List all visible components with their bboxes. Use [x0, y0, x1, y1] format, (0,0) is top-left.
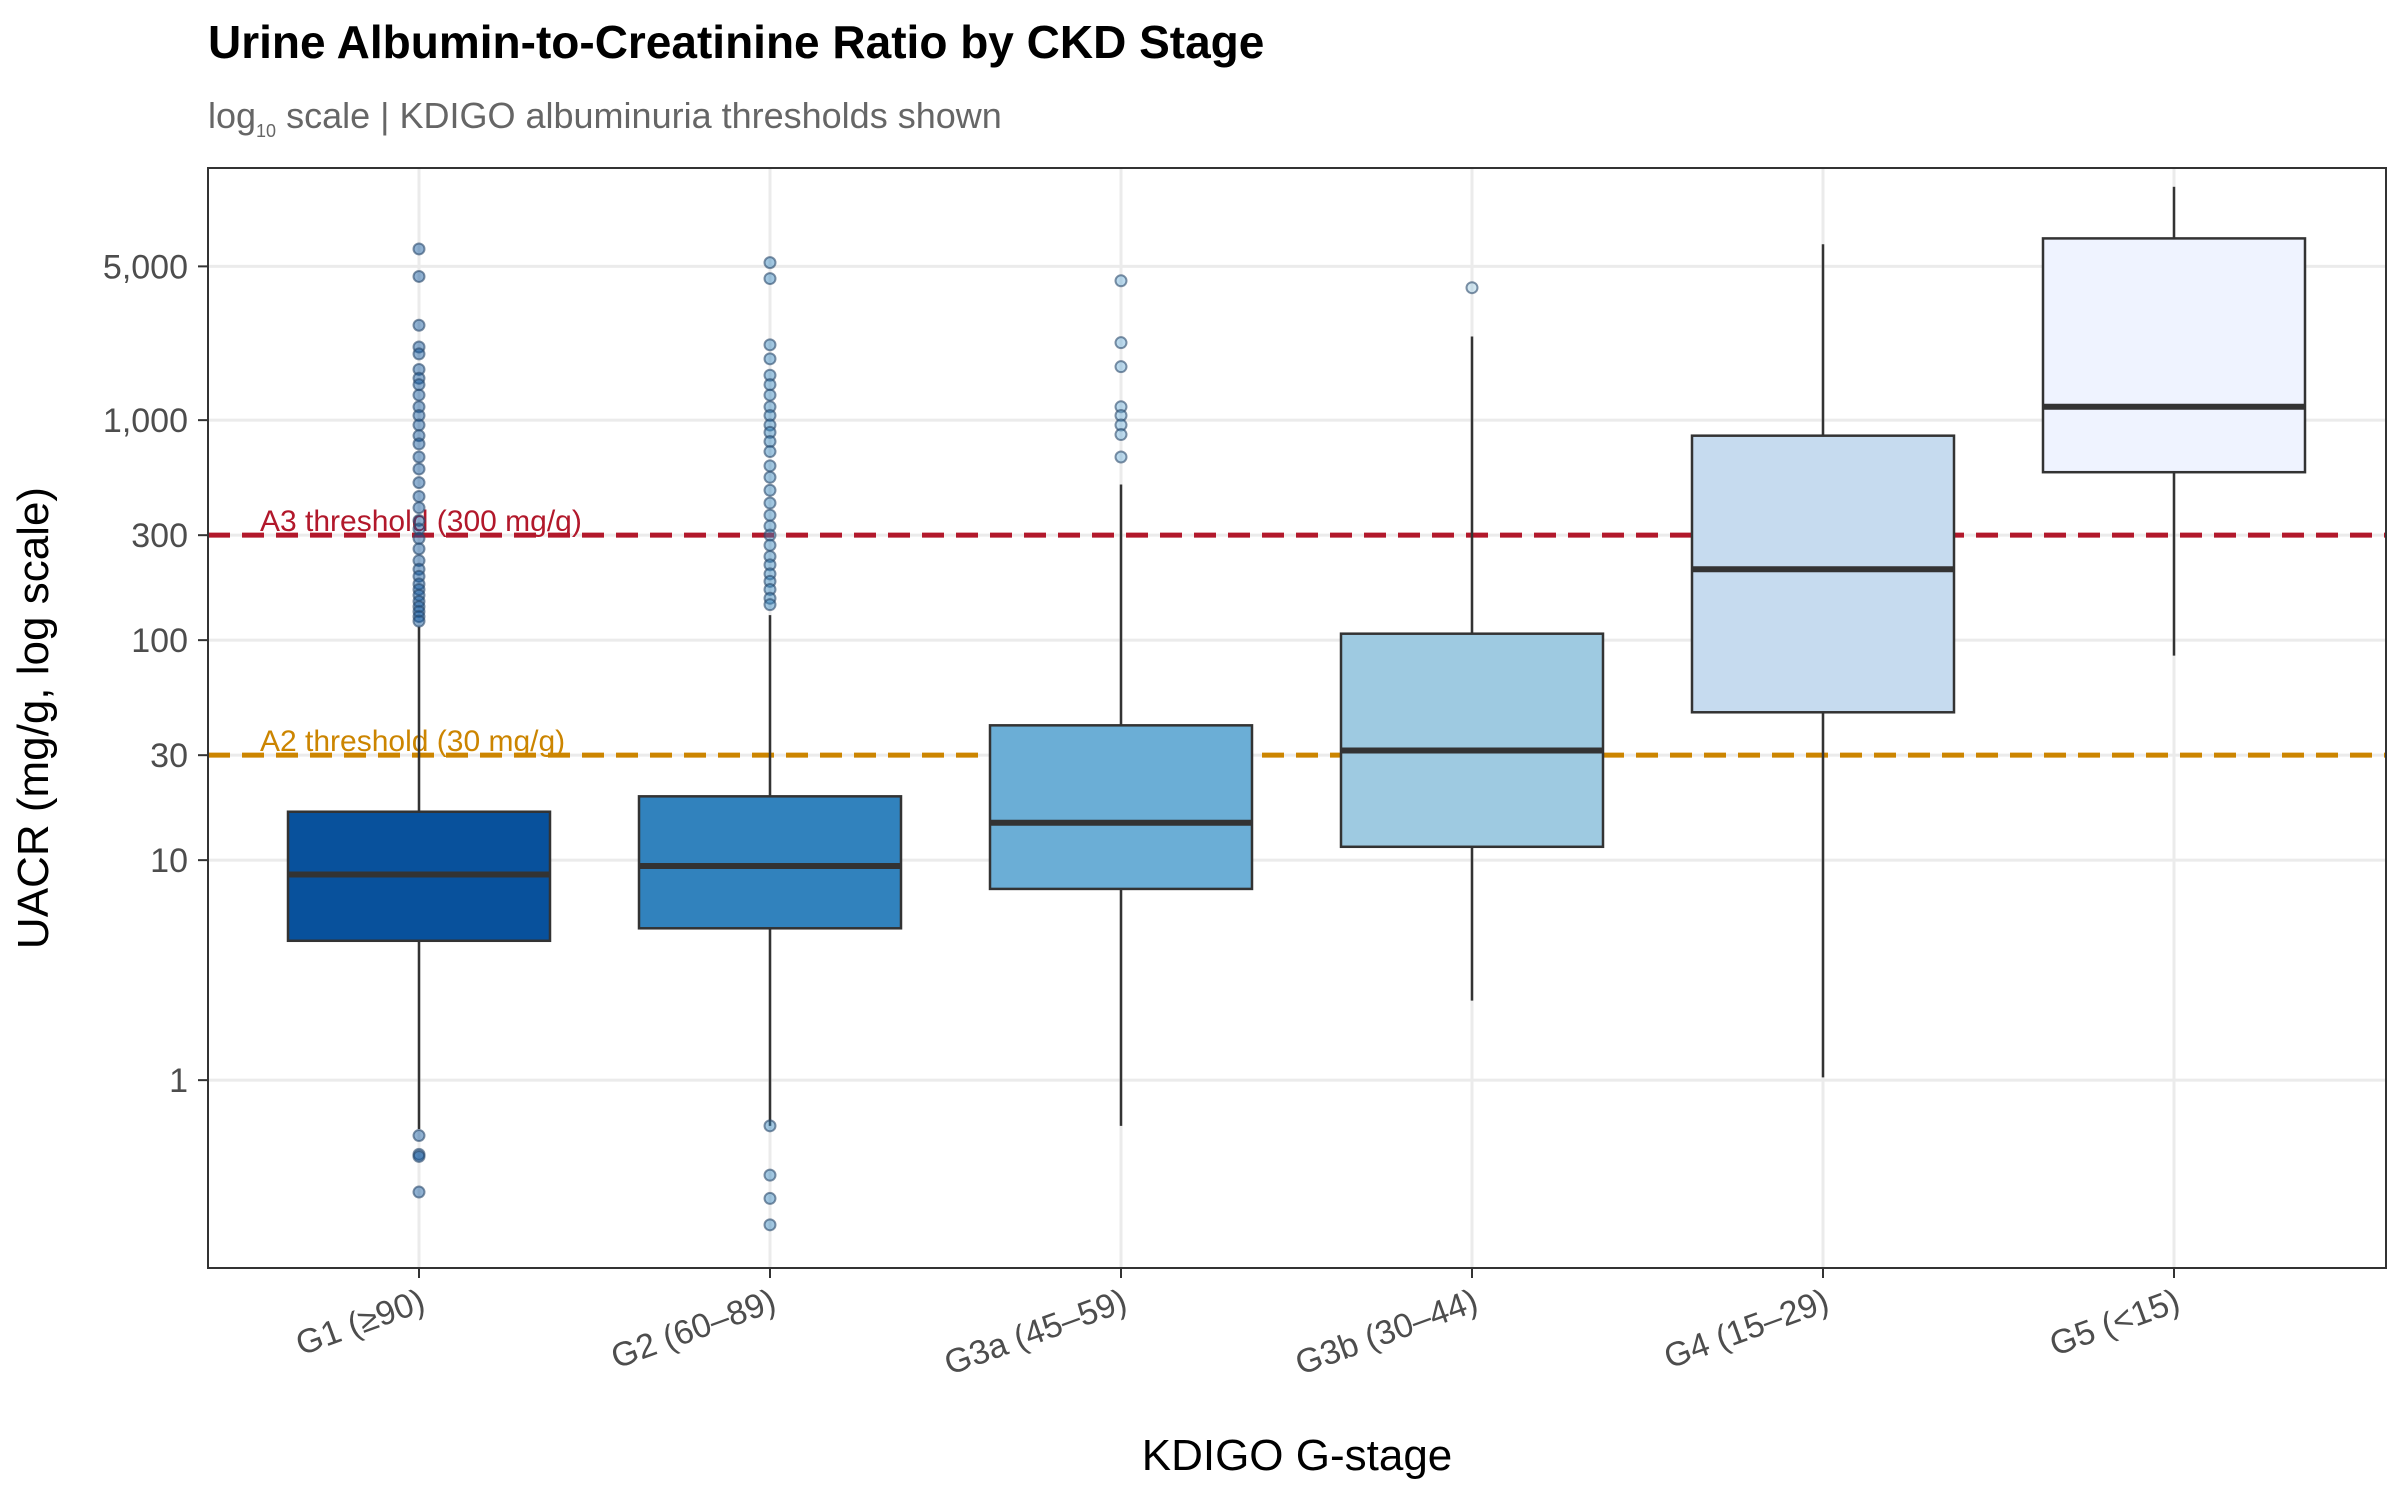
- outlier-point: [412, 347, 426, 361]
- outlier-point: [763, 598, 777, 612]
- outlier-point: [763, 378, 777, 392]
- outlier-point: [412, 318, 426, 332]
- outlier-point: [763, 483, 777, 497]
- outlier-point: [412, 388, 426, 402]
- box-group: [286, 242, 552, 1199]
- outlier-point: [412, 522, 426, 536]
- outlier-point: [763, 1119, 777, 1133]
- outlier-point: [412, 614, 426, 628]
- outlier-point: [412, 462, 426, 476]
- outlier-point: [763, 445, 777, 459]
- subtitle-log-word: log: [208, 95, 256, 136]
- x-tick-label: G3a (45–59): [939, 1282, 1131, 1383]
- iqr-box: [637, 795, 903, 930]
- subtitle-rest: scale | KDIGO albuminuria thresholds sho…: [276, 95, 1002, 136]
- outlier-point: [1114, 428, 1128, 442]
- outlier-point: [412, 1149, 426, 1163]
- x-tick-label: G4 (15–29): [1659, 1282, 1834, 1377]
- y-tick-label: 1: [169, 1062, 188, 1100]
- outlier-point: [763, 508, 777, 522]
- box-series: [286, 186, 2307, 1232]
- outlier-point: [763, 388, 777, 402]
- box-group: [1339, 281, 1605, 1001]
- x-axis-title: KDIGO G-stage: [1142, 1431, 1453, 1480]
- plot-border: [207, 167, 2387, 1269]
- y-tick-label: 5,000: [103, 248, 188, 286]
- outlier-point: [1114, 400, 1128, 414]
- outlier-point: [412, 501, 426, 515]
- x-tick-label: G1 (≥90): [291, 1282, 430, 1364]
- outlier-point: [763, 352, 777, 366]
- outlier-point: [412, 1129, 426, 1143]
- y-tick-label: 30: [150, 737, 188, 775]
- y-tick-label: 1,000: [103, 402, 188, 440]
- iqr-box: [1339, 632, 1605, 849]
- iqr-box: [2041, 237, 2307, 474]
- outlier-point: [763, 272, 777, 286]
- box-group: [988, 274, 1254, 1126]
- y-tick-label: 10: [150, 842, 188, 880]
- outlier-point: [412, 378, 426, 392]
- y-tick-label: 100: [131, 622, 188, 660]
- outlier-point: [412, 408, 426, 422]
- outlier-point: [763, 368, 777, 382]
- outlier-point: [1114, 360, 1128, 374]
- outlier-point: [412, 437, 426, 451]
- outlier-point: [763, 400, 777, 414]
- x-tick-label: G2 (60–89): [606, 1282, 781, 1377]
- outlier-point: [1114, 418, 1128, 432]
- box-group: [637, 256, 903, 1232]
- outlier-point: [412, 542, 426, 556]
- outlier-point: [412, 1185, 426, 1199]
- outlier-point: [763, 459, 777, 473]
- x-tick-label: G5 (<15): [2045, 1282, 2185, 1364]
- outlier-point: [763, 582, 777, 596]
- outlier-point: [1114, 450, 1128, 464]
- outlier-point: [763, 1168, 777, 1182]
- outlier-point: [763, 558, 777, 572]
- outlier-point: [412, 400, 426, 414]
- outlier-point: [763, 470, 777, 484]
- outlier-point: [763, 338, 777, 352]
- threshold-label: A2 threshold (30 mg/g): [260, 725, 565, 758]
- outlier-point: [1465, 281, 1479, 295]
- outlier-point: [412, 554, 426, 568]
- outlier-point: [763, 256, 777, 270]
- outlier-point: [412, 531, 426, 545]
- outlier-point: [763, 538, 777, 552]
- outlier-point: [763, 408, 777, 422]
- outlier-point: [763, 425, 777, 439]
- outlier-point: [412, 242, 426, 256]
- outlier-point: [763, 1218, 777, 1232]
- box-group: [1690, 244, 1956, 1078]
- y-axis: 1 10 30 100 300 1,000 5,000: [103, 248, 208, 1100]
- y-tick-label: 300: [131, 517, 188, 555]
- outlier-point: [412, 450, 426, 464]
- outlier-point: [412, 489, 426, 503]
- x-tick-label: G3b (30–44): [1290, 1282, 1482, 1383]
- outlier-point: [412, 362, 426, 376]
- chart-title: Urine Albumin-to-Creatinine Ratio by CKD…: [208, 16, 1264, 68]
- outlier-point: [763, 1191, 777, 1205]
- outlier-point: [412, 418, 426, 432]
- outlier-point: [412, 476, 426, 490]
- iqr-box: [988, 724, 1254, 891]
- outlier-point: [1114, 274, 1128, 288]
- plot-panel: [208, 168, 2386, 1268]
- outlier-point: [412, 269, 426, 283]
- subtitle-log-base: 10: [256, 121, 276, 141]
- chart-subtitle: log10 scale | KDIGO albuminuria threshol…: [208, 95, 1002, 141]
- outlier-point: [1114, 336, 1128, 350]
- y-axis-title: UACR (mg/g, log scale): [9, 487, 58, 949]
- iqr-box: [1690, 434, 1956, 714]
- x-axis: G1 (≥90) G2 (60–89) G3a (45–59) G3b (30–44)…: [291, 1268, 2185, 1383]
- outlier-point: [763, 519, 777, 533]
- threshold-lines: A3 threshold (300 mg/g)A2 threshold (30 …: [208, 505, 2386, 758]
- outlier-point: [763, 496, 777, 510]
- box-group: [2041, 186, 2307, 656]
- outlier-point: [1114, 408, 1128, 422]
